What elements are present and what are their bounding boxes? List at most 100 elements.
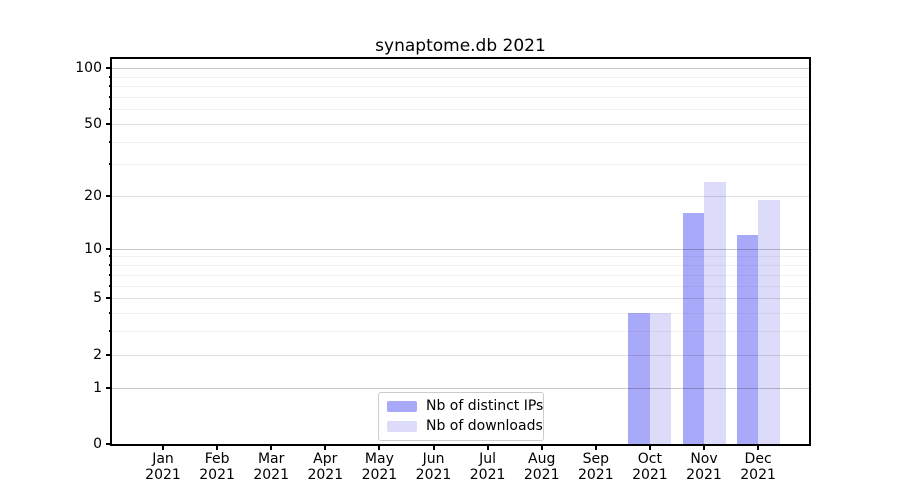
y-tick-mark-8 [109,264,112,267]
x-tick-label-Jan: Jan 2021 [133,451,193,483]
x-tick-month: Oct [637,451,662,467]
y-tick-label-0: 0 [93,436,102,452]
x-tick-year: 2021 [740,467,776,483]
x-tick-mark-Jul [486,444,489,450]
x-tick-month: May [364,451,394,467]
x-tick-month: Sep [582,451,609,467]
x-tick-month: Mar [257,451,285,467]
x-tick-label-Mar: Mar 2021 [241,451,301,483]
legend-label-distinct-ips: Nb of distinct IPs [426,398,544,414]
gridline-y-9 [112,256,809,258]
y-tick-label-1: 1 [93,379,102,396]
y-tick-mark-5 [106,297,112,300]
y-tick-mark-4 [109,311,112,314]
x-tick-label-Jun: Jun 2021 [404,451,464,483]
legend-swatch-distinct-ips [387,401,417,412]
gridline-y-6 [112,285,809,287]
bar-downloads [758,200,780,444]
x-tick-mark-Oct [648,444,651,450]
x-tick-year: 2021 [145,467,181,483]
y-tick-mark-3 [109,330,112,333]
bar-downloads [704,181,726,444]
y-tick-mark-6 [109,284,112,287]
gridline-y-10 [112,248,809,250]
x-tick-year: 2021 [469,467,506,483]
y-tick-label-10: 10 [84,240,102,257]
x-tick-mark-May [378,444,381,450]
x-tick-year: 2021 [361,467,398,483]
gridline-y-100 [112,68,809,70]
y-tick-mark-50 [106,122,112,125]
x-tick-month: Jan [152,451,174,467]
y-tick-mark-1 [106,386,112,389]
x-tick-mark-Jan [162,444,164,450]
gridline-y-4 [112,312,809,314]
x-tick-month: Apr [313,451,338,467]
gridline-y-7 [112,274,809,276]
y-tick-mark-30 [109,163,112,166]
x-tick-label-Feb: Feb 2021 [187,451,247,483]
y-tick-label-20: 20 [84,188,102,205]
x-tick-mark-Apr [324,444,327,450]
bar-downloads [649,312,672,444]
y-tick-label-50: 50 [84,115,102,132]
x-tick-label-May: May 2021 [349,451,409,483]
x-tick-year: 2021 [199,467,235,483]
x-tick-month: Nov [690,451,718,467]
gridline-y-80 [112,86,809,88]
x-tick-mark-Sep [594,444,597,450]
x-tick-label-Apr: Apr 2021 [295,451,355,483]
x-tick-label-Nov: Nov 2021 [674,451,734,483]
x-tick-label-Jul: Jul 2021 [458,451,518,483]
gridline-y-40 [112,141,809,143]
y-tick-label-2: 2 [93,346,102,363]
gridline-y-30 [112,164,809,166]
x-tick-label-Dec: Dec 2021 [728,451,788,483]
x-tick-year: 2021 [632,467,668,483]
x-tick-mark-Mar [270,444,273,450]
gridline-y-90 [112,76,809,78]
gridline-y-5 [112,298,809,300]
x-tick-label-Aug: Aug 2021 [512,451,572,483]
y-tick-mark-9 [109,255,112,258]
y-tick-mark-7 [109,273,112,276]
x-tick-year: 2021 [523,467,560,483]
legend-item-distinct-ips: Nb of distinct IPs [387,399,543,414]
x-tick-mark-Jun [432,444,435,450]
x-tick-mark-Aug [540,444,543,450]
x-tick-label-Oct: Oct 2021 [620,451,680,483]
legend-swatch-downloads [387,421,417,432]
legend: Nb of distinct IPs Nb of downloads [378,392,544,441]
x-tick-year: 2021 [253,467,289,483]
gridline-y-2 [112,354,809,356]
x-tick-month: Aug [528,451,556,467]
x-tick-year: 2021 [686,467,722,483]
x-tick-year: 2021 [577,467,614,483]
gridline-y-8 [112,265,809,267]
y-tick-mark-40 [109,140,112,143]
bar-distinct-ips [736,235,759,444]
x-tick-month: Feb [204,451,230,467]
x-tick-mark-Nov [703,444,705,450]
y-tick-mark-20 [106,195,112,198]
y-tick-mark-100 [106,67,112,70]
y-tick-label-100: 100 [75,60,102,77]
y-tick-mark-70 [109,95,112,98]
y-tick-mark-2 [106,353,112,356]
x-tick-month: Jun [422,451,445,467]
gridline-y-50 [112,123,809,125]
plot-area [112,59,809,444]
gridline-y-1 [112,387,809,389]
x-tick-mark-Dec [757,444,760,450]
bar-distinct-ips [682,213,704,444]
gridline-y-70 [112,96,809,98]
gridline-y-3 [112,331,809,333]
x-tick-mark-Feb [216,444,219,450]
bar-distinct-ips [628,312,650,444]
y-tick-mark-10 [106,247,112,250]
y-tick-label-5: 5 [93,290,102,307]
y-tick-mark-90 [109,75,112,78]
y-tick-mark-0 [106,443,112,445]
x-tick-month: Dec [744,451,772,467]
